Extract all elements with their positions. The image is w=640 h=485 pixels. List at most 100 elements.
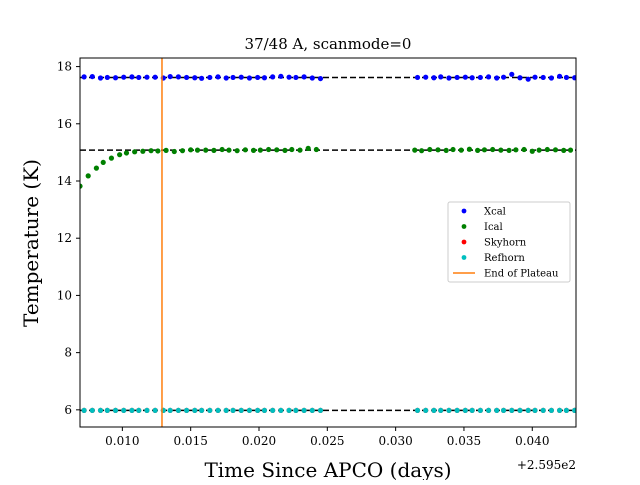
refhorn-point xyxy=(167,407,173,414)
ical-point xyxy=(148,148,154,154)
refhorn-point xyxy=(270,407,276,414)
ical-point xyxy=(536,147,542,153)
refhorn-point xyxy=(136,407,142,414)
x-tick-label: 0.020 xyxy=(242,434,276,448)
legend-label: Xcal xyxy=(484,207,506,218)
refhorn-point xyxy=(525,407,531,414)
refhorn-point xyxy=(517,407,523,414)
xcal-point xyxy=(446,75,452,81)
legend-swatch-skyhorn xyxy=(461,239,467,245)
ical-point xyxy=(506,147,512,153)
xcal-point xyxy=(509,71,515,77)
x-tick-label: 0.010 xyxy=(105,434,139,448)
ical-point xyxy=(188,147,194,153)
xcal-point xyxy=(152,74,158,80)
refhorn-point xyxy=(317,407,324,414)
xcal-point xyxy=(175,74,181,80)
x-tick-label: 0.030 xyxy=(378,434,412,448)
xcal-point xyxy=(500,74,507,80)
ical-point xyxy=(242,147,248,153)
xcal-point xyxy=(129,74,135,80)
xcal-point xyxy=(223,75,229,81)
refhorn-point xyxy=(246,407,253,414)
xcal-point xyxy=(183,74,190,81)
refhorn-point xyxy=(454,407,460,414)
ical-point xyxy=(552,147,559,153)
ical-point xyxy=(466,146,473,152)
xcal-point xyxy=(238,74,244,80)
x-tick-label: 0.035 xyxy=(447,434,481,448)
xcal-point xyxy=(255,74,261,81)
series-ical xyxy=(80,145,574,189)
legend-label: End of Plateau xyxy=(484,269,559,280)
refhorn-point xyxy=(309,407,315,414)
xcal-point xyxy=(261,75,268,81)
ical-point xyxy=(117,152,123,158)
refhorn-point xyxy=(431,407,437,414)
refhorn-point xyxy=(104,407,110,414)
ical-point xyxy=(179,148,186,154)
chart-title: 37/48 A, scanmode=0 xyxy=(245,35,412,53)
xcal-point xyxy=(317,75,324,82)
ical-point xyxy=(140,148,146,154)
legend-label: Refhorn xyxy=(484,253,525,264)
refhorn-point xyxy=(446,407,452,414)
xcal-point xyxy=(136,74,142,81)
ical-point xyxy=(257,147,263,153)
ical-point xyxy=(85,173,91,179)
xcal-point xyxy=(494,75,500,81)
xcal-point xyxy=(278,73,284,79)
ical-point xyxy=(211,147,217,153)
ical-point xyxy=(427,146,433,153)
refhorn-point xyxy=(278,407,284,414)
ical-point xyxy=(544,146,550,153)
xcal-point xyxy=(469,75,475,81)
xcal-point xyxy=(270,74,276,80)
ical-point xyxy=(481,147,488,153)
refhorn-point xyxy=(81,407,87,414)
legend-label: Ical xyxy=(484,222,503,233)
xcal-point xyxy=(144,74,150,80)
refhorn-point xyxy=(230,407,236,414)
refhorn-point xyxy=(532,407,538,414)
xcal-point xyxy=(414,74,421,81)
refhorn-point xyxy=(129,407,135,414)
ical-point xyxy=(274,147,280,153)
refhorn-point xyxy=(557,407,563,414)
xcal-point xyxy=(286,74,292,80)
y-tick-label: 14 xyxy=(57,174,73,188)
xcal-point xyxy=(167,73,173,80)
refhorn-point xyxy=(97,407,104,414)
ical-point xyxy=(418,148,425,154)
refhorn-point xyxy=(563,407,570,414)
refhorn-point xyxy=(215,407,221,414)
ical-point xyxy=(194,147,201,153)
refhorn-point xyxy=(540,407,546,414)
ical-point xyxy=(313,146,319,153)
xcal-point xyxy=(540,74,546,81)
refhorn-point xyxy=(286,407,292,414)
refhorn-point xyxy=(485,407,492,414)
legend-swatch-refhorn xyxy=(461,255,467,260)
refhorn-point xyxy=(423,407,429,414)
ical-point xyxy=(412,147,418,153)
ical-point xyxy=(282,147,288,153)
legend-label: Skyhorn xyxy=(484,238,527,249)
axes: 0.010 0.015 0.020 0.025 0.030 0.035 0.040 6 8 10 1… xyxy=(57,57,577,448)
xcal-point xyxy=(423,74,429,80)
refhorn-point xyxy=(293,407,299,414)
y-tick-label: 12 xyxy=(57,231,72,245)
xcal-point xyxy=(462,74,468,80)
ical-point xyxy=(498,147,504,153)
ical-point xyxy=(219,146,225,153)
ical-point xyxy=(297,147,303,153)
ical-point xyxy=(80,183,83,189)
ical-point xyxy=(475,147,481,153)
refhorn-point xyxy=(469,407,475,414)
xcal-point xyxy=(81,74,87,80)
ical-point xyxy=(435,147,441,153)
xcal-point xyxy=(192,75,198,81)
refhorn-point xyxy=(255,407,261,414)
